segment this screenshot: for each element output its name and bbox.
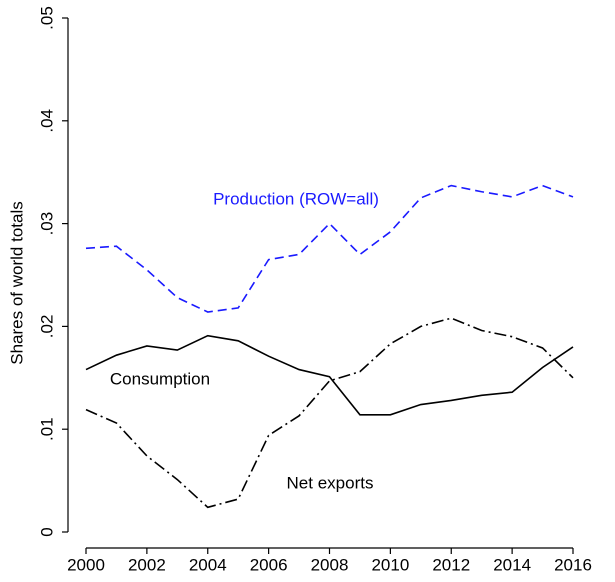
series-line: [85, 184, 574, 313]
x-tick-label: 2004: [189, 555, 227, 574]
x-tick-label: 2012: [432, 555, 470, 574]
x-tick-label: 2002: [128, 555, 166, 574]
y-tick-label: .03: [37, 212, 56, 236]
y-tick-label: .02: [37, 315, 56, 339]
x-tick-label: 2006: [250, 555, 288, 574]
series-label: Consumption: [110, 369, 210, 388]
y-tick-label: .05: [37, 6, 56, 30]
x-tick-label: 2016: [554, 555, 592, 574]
y-axis-title: Shares of world totals: [7, 201, 26, 364]
y-tick-label: .04: [37, 109, 56, 133]
x-tick-label: 2008: [311, 555, 349, 574]
x-tick-label: 2014: [493, 555, 531, 574]
series-line: [85, 334, 574, 416]
series-label: Net exports: [287, 473, 374, 492]
y-tick-label: .01: [37, 417, 56, 441]
y-tick-label: 0: [37, 527, 56, 536]
x-tick-label: 2010: [371, 555, 409, 574]
x-tick-label: 2000: [67, 555, 105, 574]
series-label: Production (ROW=all): [213, 189, 379, 208]
